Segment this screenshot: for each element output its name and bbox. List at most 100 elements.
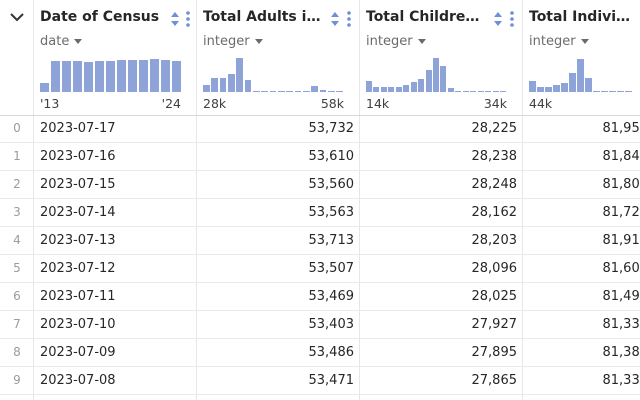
histogram-bar xyxy=(105,60,116,92)
row-index[interactable]: 4 xyxy=(13,233,21,247)
histogram-bar xyxy=(83,61,94,92)
caret-down-icon xyxy=(580,39,589,44)
histogram-bar xyxy=(485,90,492,92)
histogram-bar xyxy=(236,57,244,92)
sort-icon[interactable] xyxy=(330,11,340,27)
histogram-bar xyxy=(492,90,499,92)
histogram xyxy=(40,55,181,92)
cell-individuals[interactable]: 81,494 xyxy=(602,289,640,304)
row-index[interactable]: 2 xyxy=(13,177,21,191)
column-type[interactable]: integer xyxy=(529,34,589,49)
histogram-bar xyxy=(244,79,252,92)
cell-adults[interactable]: 53,560 xyxy=(308,177,355,192)
cell-individuals[interactable]: 81,916 xyxy=(602,233,640,248)
column-header-adults[interactable]: Total Adults in... integer 28k 58k xyxy=(197,0,360,115)
cell-children[interactable]: 28,203 xyxy=(471,233,518,248)
histogram-bar xyxy=(61,61,72,92)
cell-adults[interactable]: 53,403 xyxy=(308,317,355,332)
cell-children[interactable]: 27,895 xyxy=(471,345,518,360)
column-header-individuals[interactable]: Total Individu... integer 44k xyxy=(523,0,640,115)
more-vertical-icon[interactable] xyxy=(509,10,515,28)
column-name: Total Individu... xyxy=(529,9,640,25)
more-vertical-icon[interactable] xyxy=(185,10,191,28)
cell-adults[interactable]: 53,469 xyxy=(308,289,355,304)
cell-individuals[interactable]: 81,336 xyxy=(602,373,640,388)
column-type[interactable]: date xyxy=(40,34,83,49)
histogram-bar xyxy=(72,60,83,92)
cell-adults[interactable]: 53,732 xyxy=(308,121,355,136)
cell-individuals[interactable]: 81,603 xyxy=(602,261,640,276)
histogram-bar xyxy=(94,60,105,92)
cell-date[interactable]: 2023-07-11 xyxy=(40,289,116,304)
cell-children[interactable]: 28,096 xyxy=(471,261,518,276)
cell-individuals[interactable]: 81,381 xyxy=(602,345,640,360)
cell-date[interactable]: 2023-07-17 xyxy=(40,121,116,136)
table-row[interactable]: 4 2023-07-13 53,713 28,203 81,916 xyxy=(0,227,640,255)
cell-adults[interactable]: 53,610 xyxy=(308,149,355,164)
row-index[interactable]: 5 xyxy=(13,261,21,275)
cell-adults[interactable]: 53,471 xyxy=(308,373,355,388)
table-row[interactable]: 9 2023-07-08 53,471 27,865 81,336 xyxy=(0,367,640,395)
cell-date[interactable]: 2023-07-09 xyxy=(40,345,116,360)
table-row[interactable]: 2 2023-07-15 53,560 28,248 81,808 xyxy=(0,171,640,199)
table-row[interactable]: 5 2023-07-12 53,507 28,096 81,603 xyxy=(0,255,640,283)
cell-date[interactable]: 2023-07-13 xyxy=(40,233,116,248)
cell-individuals[interactable]: 81,725 xyxy=(602,205,640,220)
sort-icon[interactable] xyxy=(170,11,180,27)
cell-children[interactable]: 28,225 xyxy=(471,121,518,136)
cell-date[interactable]: 2023-07-15 xyxy=(40,177,116,192)
chevron-down-icon[interactable] xyxy=(8,8,26,26)
histogram-bar xyxy=(410,81,417,92)
column-header-children[interactable]: Total Children ... integer 14k 34k xyxy=(360,0,523,115)
table-row[interactable]: 7 2023-07-10 53,403 27,927 81,330 xyxy=(0,311,640,339)
table-row[interactable]: 0 2023-07-17 53,732 28,225 81,957 xyxy=(0,115,640,143)
cell-adults[interactable]: 53,507 xyxy=(308,261,355,276)
row-index[interactable]: 7 xyxy=(13,317,21,331)
more-vertical-icon[interactable] xyxy=(346,10,352,28)
histogram-bar xyxy=(455,90,462,92)
row-index[interactable]: 1 xyxy=(13,149,21,163)
histogram-bar xyxy=(593,90,600,92)
histogram xyxy=(529,55,640,92)
histogram-bar xyxy=(447,87,454,92)
cell-individuals[interactable]: 81,848 xyxy=(602,149,640,164)
row-index[interactable]: 9 xyxy=(13,373,21,387)
cell-children[interactable]: 28,238 xyxy=(471,149,518,164)
histogram-bar xyxy=(577,59,584,92)
column-name: Total Children ... xyxy=(366,9,485,25)
sort-icon[interactable] xyxy=(493,11,503,27)
cell-children[interactable]: 28,248 xyxy=(471,177,518,192)
caret-down-icon xyxy=(417,39,426,44)
row-index[interactable]: 0 xyxy=(13,121,21,135)
column-header-date[interactable]: Date of Census date '13 '24 xyxy=(34,0,197,115)
cell-date[interactable]: 2023-07-08 xyxy=(40,373,116,388)
range-min: '13 xyxy=(40,96,60,111)
cell-individuals[interactable]: 81,330 xyxy=(602,317,640,332)
cell-date[interactable]: 2023-07-10 xyxy=(40,317,116,332)
row-index[interactable]: 3 xyxy=(13,205,21,219)
cell-individuals[interactable]: 81,808 xyxy=(602,177,640,192)
cell-date[interactable]: 2023-07-16 xyxy=(40,149,116,164)
cell-adults[interactable]: 53,713 xyxy=(308,233,355,248)
histogram-bar xyxy=(585,77,592,92)
histogram-bar xyxy=(50,61,61,92)
cell-date[interactable]: 2023-07-12 xyxy=(40,261,116,276)
table-row[interactable]: 6 2023-07-11 53,469 28,025 81,494 xyxy=(0,283,640,311)
cell-date[interactable]: 2023-07-14 xyxy=(40,205,116,220)
column-type[interactable]: integer xyxy=(203,34,263,49)
cell-individuals[interactable]: 81,957 xyxy=(602,121,640,136)
table-row[interactable]: 8 2023-07-09 53,486 27,895 81,381 xyxy=(0,339,640,367)
table-row[interactable]: 1 2023-07-16 53,610 28,238 81,848 xyxy=(0,143,640,171)
cell-children[interactable]: 28,025 xyxy=(471,289,518,304)
cell-children[interactable]: 27,927 xyxy=(471,317,518,332)
cell-adults[interactable]: 53,563 xyxy=(308,205,355,220)
table-row[interactable]: 3 2023-07-14 53,563 28,162 81,725 xyxy=(0,199,640,227)
cell-children[interactable]: 27,865 xyxy=(471,373,518,388)
histogram-bar xyxy=(537,86,544,92)
row-index[interactable]: 6 xyxy=(13,289,21,303)
column-type[interactable]: integer xyxy=(366,34,426,49)
cell-adults[interactable]: 53,486 xyxy=(308,345,355,360)
histogram-bar xyxy=(569,72,576,92)
row-index[interactable]: 8 xyxy=(13,345,21,359)
cell-children[interactable]: 28,162 xyxy=(471,205,518,220)
